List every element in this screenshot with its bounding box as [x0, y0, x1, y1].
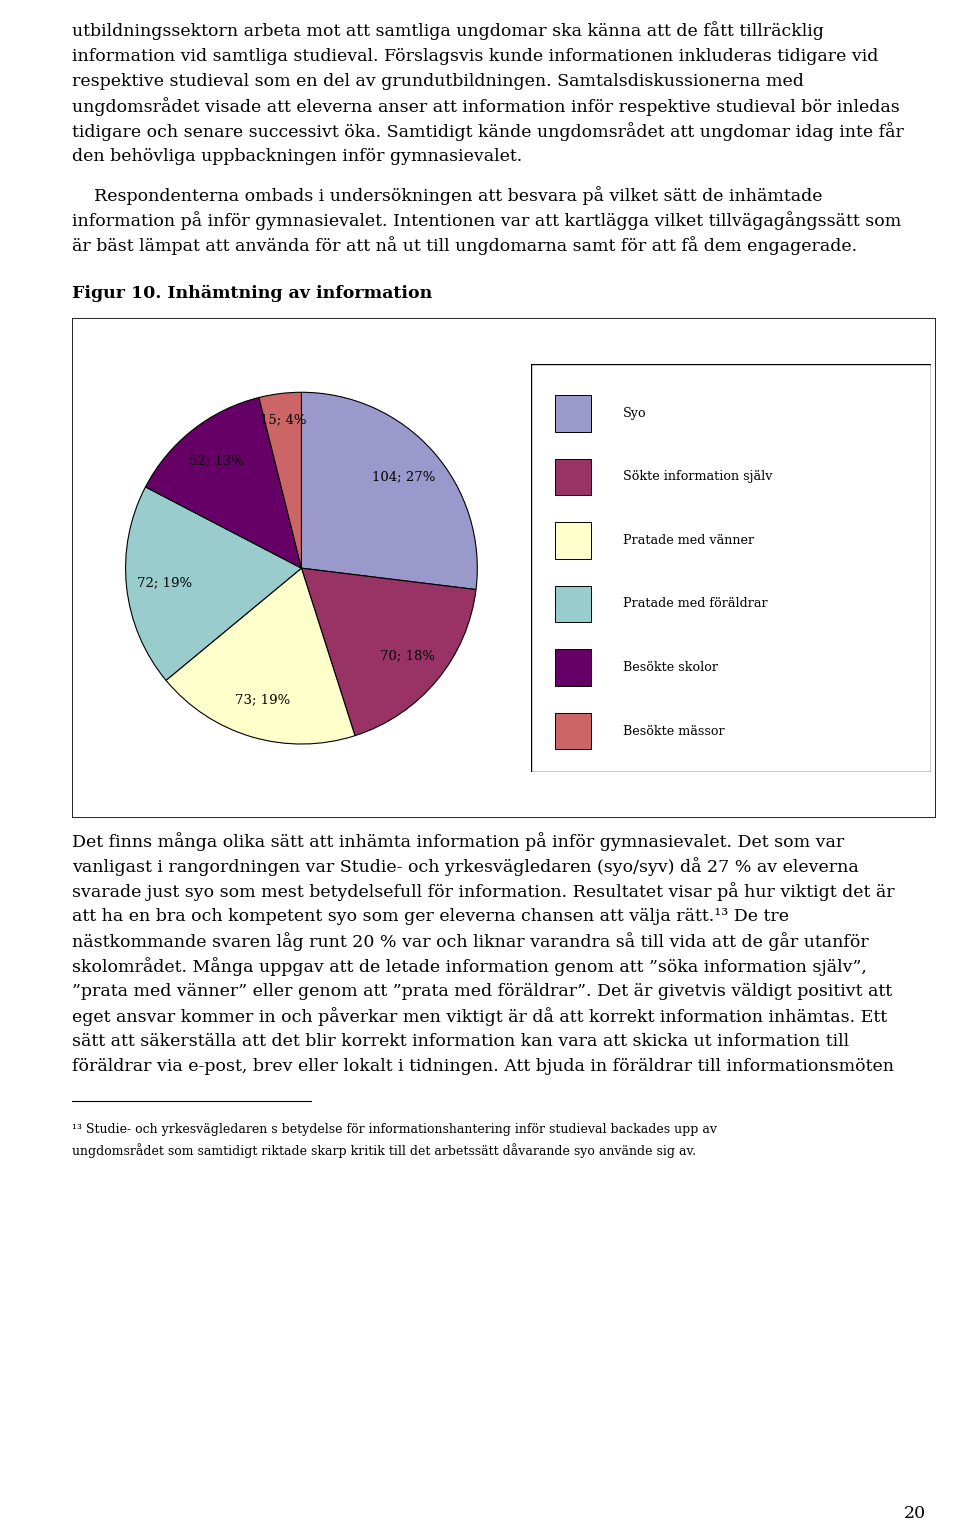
Text: är bäst lämpat att använda för att nå ut till ungdomarna samt för att få dem eng: är bäst lämpat att använda för att nå ut… [72, 235, 857, 255]
Text: sätt att säkerställa att det blir korrekt information kan vara att skicka ut inf: sätt att säkerställa att det blir korrek… [72, 1033, 850, 1050]
Text: tidigare och senare successivt öka. Samtidigt kände ungdomsrådet att ungdomar id: tidigare och senare successivt öka. Samt… [72, 121, 904, 141]
Text: svarade just syo som mest betydelsefull för information. Resultatet visar på hur: svarade just syo som mest betydelsefull … [72, 882, 895, 901]
Bar [555, 713, 591, 750]
Text: ungdomsrådet som samtidigt riktade skarp kritik till det arbetssätt dåvarande sy: ungdomsrådet som samtidigt riktade skarp… [72, 1144, 696, 1157]
Wedge shape [166, 569, 355, 744]
Text: ”prata med vänner” eller genom att ”prata med föräldrar”. Det är givetvis väldig: ”prata med vänner” eller genom att ”prat… [72, 984, 892, 1001]
Text: skolområdet. Många uppgav att de letade information genom att ”söka information : skolområdet. Många uppgav att de letade … [72, 958, 867, 976]
Text: 15; 4%: 15; 4% [260, 413, 306, 426]
Bar [555, 395, 591, 432]
Text: den behövliga uppbackningen inför gymnasievalet.: den behövliga uppbackningen inför gymnas… [72, 148, 522, 164]
Text: föräldrar via e-post, brev eller lokalt i tidningen. Att bjuda in föräldrar till: föräldrar via e-post, brev eller lokalt … [72, 1059, 894, 1076]
Text: Besökte skolor: Besökte skolor [623, 661, 718, 675]
Bar [555, 458, 591, 495]
Bar [555, 649, 591, 686]
Wedge shape [146, 398, 301, 569]
Text: vanligast i rangordningen var Studie- och yrkesvägledaren (syo/syv) då 27 % av e: vanligast i rangordningen var Studie- oc… [72, 858, 859, 876]
Wedge shape [126, 487, 301, 681]
Text: Pratade med vänner: Pratade med vänner [623, 533, 754, 547]
Text: Besökte mässor: Besökte mässor [623, 724, 725, 738]
Text: Respondenterna ombads i undersökningen att besvara på vilket sätt de inhämtade: Respondenterna ombads i undersökningen a… [72, 186, 823, 204]
Text: 20: 20 [904, 1505, 926, 1523]
Text: Det finns många olika sätt att inhämta information på inför gymnasievalet. Det s: Det finns många olika sätt att inhämta i… [72, 832, 844, 851]
Text: nästkommande svaren låg runt 20 % var och liknar varandra så till vida att de gå: nästkommande svaren låg runt 20 % var oc… [72, 933, 869, 951]
Bar [555, 523, 591, 559]
Text: Sökte information själv: Sökte information själv [623, 470, 773, 484]
Wedge shape [301, 569, 476, 736]
Text: 52; 13%: 52; 13% [189, 453, 244, 467]
Text: Figur 10. Inhämtning av information: Figur 10. Inhämtning av information [72, 284, 432, 301]
Text: information på inför gymnasievalet. Intentionen var att kartlägga vilket tillväg: information på inför gymnasievalet. Inte… [72, 211, 901, 229]
Text: ungdomsrådet visade att eleverna anser att information inför respektive studieva: ungdomsrådet visade att eleverna anser a… [72, 97, 900, 115]
Text: respektive studieval som en del av grundutbildningen. Samtalsdiskussionerna med: respektive studieval som en del av grund… [72, 72, 804, 89]
Text: att ha en bra och kompetent syo som ger eleverna chansen att välja rätt.¹³ De tr: att ha en bra och kompetent syo som ger … [72, 908, 789, 925]
Text: Syo: Syo [623, 407, 647, 420]
Text: ¹³ Studie- och yrkesvägledaren s betydelse för informationshantering inför studi: ¹³ Studie- och yrkesvägledaren s betydel… [72, 1124, 717, 1136]
Text: 70; 18%: 70; 18% [379, 649, 435, 662]
Wedge shape [301, 392, 477, 590]
Text: information vid samtliga studieval. Förslagsvis kunde informationen inkluderas t: information vid samtliga studieval. Förs… [72, 48, 878, 65]
Text: 72; 19%: 72; 19% [137, 576, 193, 589]
Text: 73; 19%: 73; 19% [235, 693, 291, 707]
Text: 104; 27%: 104; 27% [372, 470, 436, 484]
Text: utbildningssektorn arbeta mot att samtliga ungdomar ska känna att de fått tillrä: utbildningssektorn arbeta mot att samtli… [72, 22, 824, 40]
Text: Pratade med föräldrar: Pratade med föräldrar [623, 598, 768, 610]
Text: eget ansvar kommer in och påverkar men viktigt är då att korrekt information inh: eget ansvar kommer in och påverkar men v… [72, 1007, 887, 1027]
Bar [555, 586, 591, 622]
Wedge shape [259, 392, 301, 569]
